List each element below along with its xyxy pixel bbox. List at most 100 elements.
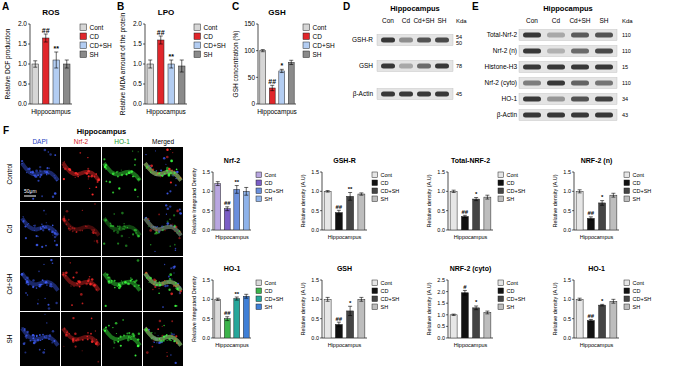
y-tick-label: 1.0 bbox=[437, 312, 445, 318]
fluor-speck bbox=[113, 341, 114, 342]
fluor-speck bbox=[38, 299, 39, 300]
significance: ## bbox=[462, 209, 469, 215]
fluor-speck bbox=[90, 175, 92, 177]
bar bbox=[324, 191, 331, 230]
fluor-speck bbox=[121, 170, 122, 171]
fluor-speck bbox=[39, 349, 41, 351]
cell-layer bbox=[22, 273, 58, 290]
unit-label: Kda bbox=[622, 18, 633, 24]
fluor-speck bbox=[36, 335, 38, 337]
legend-label: CD+SH bbox=[633, 188, 652, 194]
fluor-speck bbox=[39, 176, 41, 178]
fluor-speck bbox=[73, 286, 74, 287]
fluor-speck bbox=[28, 223, 29, 224]
fluor-speck bbox=[69, 169, 71, 171]
bar bbox=[461, 293, 468, 338]
bar bbox=[461, 216, 468, 230]
fluor-speck bbox=[34, 226, 35, 227]
fluor-speck bbox=[95, 186, 97, 188]
cell-layer bbox=[145, 218, 181, 235]
fluor-speck bbox=[170, 292, 173, 295]
fluor-speck bbox=[167, 221, 169, 223]
micrograph bbox=[143, 257, 183, 311]
fluor-speck bbox=[54, 192, 57, 195]
bar bbox=[484, 197, 491, 230]
fluor-speck bbox=[48, 338, 50, 340]
legend-swatch bbox=[498, 288, 504, 294]
fluor-speck bbox=[125, 244, 128, 247]
fluor-speck bbox=[30, 172, 31, 173]
blot-row-label: HO-1 bbox=[501, 95, 517, 102]
marks bbox=[215, 294, 249, 338]
x-axis-label: Hippocampus bbox=[454, 342, 488, 348]
legend-swatch bbox=[194, 42, 201, 49]
fluor-speck bbox=[134, 285, 136, 287]
error-bar bbox=[359, 297, 363, 301]
fluor-speck bbox=[24, 225, 26, 227]
legend-label: SH bbox=[633, 196, 641, 202]
error-bar bbox=[261, 50, 265, 52]
fluor-speck bbox=[63, 178, 65, 180]
fluor-speck bbox=[126, 174, 127, 175]
legend-swatch bbox=[80, 51, 87, 58]
fluor-speck bbox=[134, 164, 136, 166]
bar bbox=[484, 312, 491, 338]
scale-bar-label: 50μm bbox=[24, 188, 37, 194]
legend-swatch bbox=[498, 296, 504, 302]
fluor-speck bbox=[170, 267, 172, 269]
fluor-speck bbox=[166, 352, 167, 353]
fluor-speck bbox=[127, 339, 130, 342]
error-bar bbox=[216, 298, 220, 300]
y-axis bbox=[574, 280, 575, 338]
kda-label: 15 bbox=[622, 64, 628, 70]
fluor-speck bbox=[109, 181, 111, 183]
significance: ** bbox=[54, 45, 60, 52]
fluor-speck bbox=[63, 216, 65, 218]
kda-label: 78 bbox=[456, 63, 462, 69]
fluor-speck bbox=[137, 178, 139, 180]
fluor-speck bbox=[97, 181, 99, 183]
error-bar bbox=[452, 190, 456, 192]
y-tick-label: 0.5 bbox=[563, 208, 571, 214]
legend-swatch bbox=[624, 172, 630, 178]
error-bar bbox=[244, 187, 248, 195]
bar bbox=[243, 296, 249, 338]
bar bbox=[42, 38, 49, 104]
fluor-speck bbox=[75, 177, 76, 178]
fluor-speck bbox=[167, 340, 168, 341]
chart-title: NRF-2 (n) bbox=[581, 157, 613, 165]
error-bar bbox=[148, 60, 152, 68]
fluor-speck bbox=[164, 173, 166, 175]
chart-title: Nrf-2 bbox=[224, 157, 240, 164]
fluor-speck bbox=[108, 325, 110, 327]
fluor-speck bbox=[173, 334, 175, 336]
legend-swatch bbox=[256, 288, 262, 294]
marks bbox=[450, 190, 491, 230]
y-axis bbox=[213, 280, 214, 338]
fluor-speck bbox=[44, 170, 46, 172]
legend-swatch bbox=[372, 280, 378, 286]
chart-title: GSH bbox=[337, 265, 352, 272]
y-tick-label: 1.0 bbox=[437, 188, 445, 194]
legend-swatch bbox=[303, 33, 310, 40]
fluor-speck bbox=[104, 166, 106, 168]
blot-band bbox=[523, 113, 541, 118]
blot-band bbox=[523, 65, 541, 70]
fluor-speck bbox=[151, 332, 153, 334]
fluor-speck bbox=[111, 282, 112, 283]
micrograph bbox=[61, 312, 101, 366]
fluor-speck bbox=[44, 336, 46, 338]
error-bar bbox=[474, 306, 478, 310]
fluor-speck bbox=[42, 229, 44, 231]
fluor-speck bbox=[31, 340, 32, 341]
error-bar bbox=[270, 85, 274, 90]
error-bar bbox=[589, 217, 593, 220]
fluor-speck bbox=[33, 337, 35, 339]
fluor-speck bbox=[174, 244, 176, 246]
legend-swatch bbox=[303, 24, 310, 31]
fluor-speck bbox=[173, 214, 175, 216]
fluor-speck bbox=[49, 168, 50, 169]
micrograph bbox=[20, 257, 60, 311]
fluor-speck bbox=[128, 283, 130, 285]
legend-label: CD bbox=[90, 33, 100, 40]
